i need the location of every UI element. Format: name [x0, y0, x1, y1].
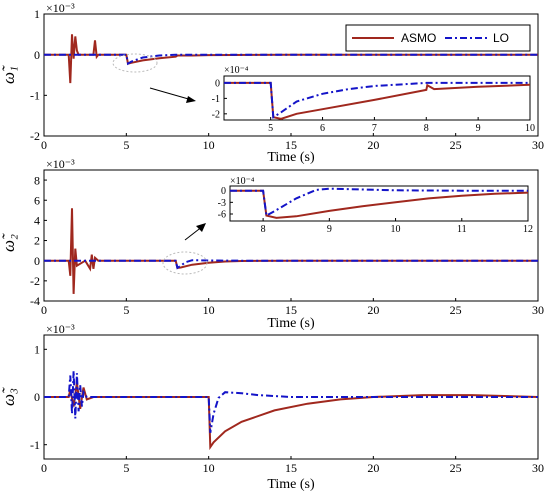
- panel-1: ×10⁻³ ω̃₁ Time (s) 10-1-20 5 10 15 20 25 30 AS…: [0, 1, 544, 165]
- inset-1-xtick-label: 5: [268, 123, 273, 134]
- inset-2-ytick-label: -3: [218, 198, 226, 209]
- panel-2-asmo-line: [44, 208, 538, 294]
- panel-2-xtick-label: 30: [532, 303, 544, 317]
- inset-1-ytick-label: -1: [212, 94, 220, 105]
- panel-3-xtick-label: 5: [123, 461, 129, 475]
- panel-1-xlabel: Time (s): [267, 150, 315, 165]
- panel-3-asmo-line: [44, 382, 539, 451]
- panel-2-ytick-label: 6: [34, 193, 40, 207]
- panel-2-exp: ×10⁻³: [46, 157, 75, 171]
- panel-1-xtick-label: 10: [203, 138, 215, 152]
- panel-3-exp: ×10⁻³: [46, 322, 75, 336]
- panel-3-lo-line: [44, 370, 538, 433]
- inset-2-xtick-label: 12: [523, 224, 533, 235]
- inset-1: ×10⁻⁴ 0 -1 -2 5 6 7 8 9 10: [212, 65, 535, 134]
- inset-2-asmo-line: [230, 189, 529, 219]
- panel-1-ytick-label: -2: [30, 129, 40, 143]
- legend-asmo-label: ASMO: [401, 31, 436, 45]
- panel-2-ytick-label: 0: [34, 254, 40, 268]
- panel-3: ×10⁻³ ω̃₃ Time (s) 10-10 5 10 15 20 25 30: [0, 322, 544, 492]
- panel-2-xtick-label: 5: [123, 303, 129, 317]
- panel-3-xtick-label: 25: [450, 461, 462, 475]
- panel-2-ytick-label: 2: [34, 234, 40, 248]
- zoom-arrow-2-head: [196, 223, 206, 232]
- panel-2-xtick-label: 0: [41, 303, 47, 317]
- legend: ASMO LO: [345, 24, 531, 52]
- inset-1-lo-line: [224, 81, 530, 119]
- inset-1-exp: ×10⁻⁴: [224, 65, 249, 76]
- inset-2-ytick-label: 0: [221, 186, 226, 197]
- inset-1-xtick-label: 10: [525, 123, 535, 134]
- inset-2-xtick-label: 9: [327, 224, 332, 235]
- inset-2-lo-line: [230, 187, 528, 218]
- inset-1-xtick-label: 6: [320, 123, 325, 134]
- panel-2-xtick-label: 10: [203, 303, 215, 317]
- panel-3-xtick-label: 15: [285, 461, 297, 475]
- panel-2-ytick-label: 8: [34, 173, 40, 187]
- panel-1-xtick-label: 20: [367, 138, 379, 152]
- inset-2-xtick-label: 10: [391, 224, 401, 235]
- inset-2-exp: ×10⁻⁴: [230, 176, 255, 187]
- panel-1-ylabel: ω̃₁: [0, 65, 18, 84]
- inset-2-ytick-label: -6: [218, 210, 226, 221]
- panel-2-xtick-label: 20: [367, 303, 379, 317]
- panel-2-xtick-label: 15: [285, 303, 297, 317]
- inset-1-ytick-label: -2: [212, 109, 220, 120]
- panel-2-lo-line: [44, 259, 538, 270]
- zoom-marker-2: [162, 251, 208, 275]
- inset-1-ytick-label: 0: [215, 78, 220, 89]
- panel-1-xtick-label: 30: [532, 138, 544, 152]
- panel-1-ytick-label: -1: [30, 89, 40, 103]
- panel-2-ytick-label: 4: [34, 214, 40, 228]
- zoom-marker-1: [112, 53, 158, 73]
- panel-1-asmo-line: [44, 34, 538, 84]
- inset-2-xtick-label: 11: [457, 224, 467, 235]
- panel-1-xtick-label: 5: [123, 138, 129, 152]
- panel-2-xtick-label: 25: [450, 303, 462, 317]
- panel-1-xtick-label: 0: [41, 138, 47, 152]
- inset-2-xtick-label: 8: [261, 224, 266, 235]
- panel-3-xtick-label: 10: [203, 461, 215, 475]
- panel-2-ytick-label: -4: [30, 294, 40, 308]
- panel-3-xtick-label: 0: [41, 461, 47, 475]
- panel-1-ytick-label: 1: [34, 7, 40, 21]
- panel-1-xtick-label: 15: [285, 138, 297, 152]
- panel-1-lo-line: [44, 53, 538, 66]
- panel-3-ytick-label: -1: [30, 438, 40, 452]
- panel-1-ytick-label: 0: [34, 48, 40, 62]
- panel-3-xtick-label: 30: [532, 461, 544, 475]
- panel-3-xtick-label: 20: [367, 461, 379, 475]
- panel-3-ytick-label: 0: [34, 390, 40, 404]
- zoom-arrow-1-head: [186, 96, 196, 103]
- panel-3-ytick-label: 1: [34, 343, 40, 357]
- legend-lo-label: LO: [493, 31, 509, 45]
- panel-1-exp: ×10⁻³: [46, 1, 75, 15]
- panel-2-ytick-label: -2: [30, 274, 40, 288]
- panel-2-xlabel: Time (s): [267, 316, 315, 331]
- inset-1-frame: [223, 75, 531, 121]
- panel-3-ylabel: ω̃₃: [0, 387, 18, 406]
- panel-3-xlabel: Time (s): [267, 477, 315, 492]
- panel-1-xtick-label: 25: [450, 138, 462, 152]
- inset-2: ×10⁻⁴ 0-3-6 8 9 10 11 12: [218, 176, 533, 235]
- zoom-arrow-1: [149, 87, 193, 101]
- inset-1-xtick-label: 9: [476, 123, 481, 134]
- inset-1-xtick-label: 7: [372, 123, 377, 134]
- panel-2-ylabel: ω̃₂: [0, 233, 18, 252]
- inset-1-xtick-label: 8: [424, 123, 429, 134]
